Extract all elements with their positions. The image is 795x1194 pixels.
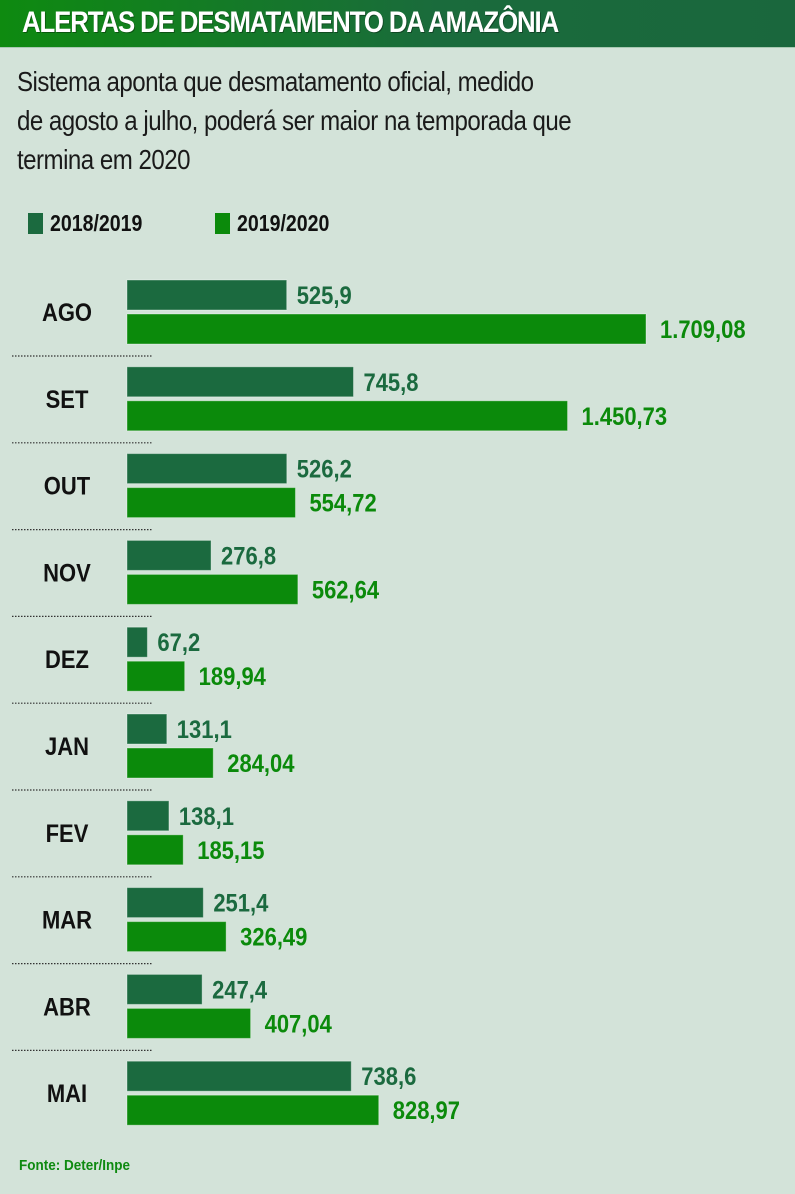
category-label-mai: MAI: [47, 1080, 87, 1108]
value-label-dez-2019-2020: 189,94: [199, 663, 266, 691]
bar-mar-2018-2019: [126, 887, 204, 919]
bar-jan-2018-2019: [126, 713, 168, 745]
value-label-set-2018-2019: 745,8: [363, 369, 418, 397]
source-note: Fonte: Deter/Inpe: [19, 1157, 131, 1174]
category-label-set: SET: [46, 386, 89, 414]
category-label-dez: DEZ: [45, 646, 89, 674]
category-label-jan: JAN: [45, 733, 89, 761]
value-label-mai-2018-2019: 738,6: [361, 1063, 416, 1091]
value-label-ago-2019-2020: 1.709,08: [660, 316, 746, 344]
subtitle-line: de agosto a julho, poderá ser maior na t…: [17, 105, 572, 136]
header-banner: ALERTAS DE DESMATAMENTO DA AMAZÔNIA: [0, 0, 795, 48]
value-label-mai-2019-2020: 828,97: [393, 1097, 460, 1125]
bar-mai-2018-2019: [126, 1060, 352, 1092]
category-label-out: OUT: [44, 472, 91, 500]
category-label-nov: NOV: [43, 559, 91, 587]
value-label-dez-2018-2019: 67,2: [157, 629, 200, 657]
bar-abr-2019-2020: [126, 1007, 252, 1039]
value-label-abr-2018-2019: 247,4: [212, 976, 267, 1004]
bar-mai-2019-2020: [126, 1094, 380, 1126]
category-label-ago: AGO: [42, 299, 92, 327]
chart-subtitle: Sistema aponta que desmatamento oficial,…: [17, 62, 777, 179]
value-label-nov-2018-2019: 276,8: [221, 542, 276, 570]
value-label-set-2019-2020: 1.450,73: [582, 403, 668, 431]
value-label-abr-2019-2020: 407,04: [265, 1010, 332, 1038]
value-label-jan-2018-2019: 131,1: [177, 716, 232, 744]
value-label-mar-2018-2019: 251,4: [213, 889, 268, 917]
value-label-nov-2019-2020: 562,64: [312, 576, 379, 604]
value-label-out-2019-2020: 554,72: [309, 489, 376, 517]
bar-dez-2019-2020: [126, 660, 186, 692]
legend-swatch-2019-2020: [215, 213, 230, 234]
value-label-fev-2018-2019: 138,1: [179, 803, 234, 831]
bar-nov-2018-2019: [126, 539, 212, 571]
bar-fev-2019-2020: [126, 834, 184, 866]
bar-mar-2019-2020: [126, 921, 227, 953]
bar-set-2018-2019: [126, 366, 354, 398]
bar-ago-2018-2019: [126, 279, 288, 311]
category-label-fev: FEV: [46, 820, 89, 848]
subtitle-line: Sistema aponta que desmatamento oficial,…: [17, 66, 534, 97]
subtitle-line: termina em 2020: [17, 144, 190, 175]
bar-ago-2019-2020: [126, 313, 647, 345]
value-label-ago-2018-2019: 525,9: [297, 282, 352, 310]
value-label-mar-2019-2020: 326,49: [240, 923, 307, 951]
value-label-fev-2019-2020: 185,15: [197, 837, 264, 865]
value-label-jan-2019-2020: 284,04: [227, 750, 294, 778]
bar-dez-2018-2019: [126, 626, 148, 658]
category-label-mar: MAR: [42, 906, 92, 934]
legend-label-2019-2020: 2019/2020: [237, 210, 330, 236]
category-label-abr: ABR: [43, 993, 91, 1021]
bar-out-2019-2020: [126, 487, 296, 519]
legend-swatch-2018-2019: [28, 213, 43, 234]
bar-jan-2019-2020: [126, 747, 214, 779]
bar-nov-2019-2020: [126, 573, 299, 605]
bar-fev-2018-2019: [126, 800, 170, 832]
bar-out-2018-2019: [126, 453, 288, 485]
value-label-out-2018-2019: 526,2: [297, 455, 352, 483]
chart-title: ALERTAS DE DESMATAMENTO DA AMAZÔNIA: [22, 6, 559, 39]
legend-label-2018-2019: 2018/2019: [50, 210, 143, 236]
bar-abr-2018-2019: [126, 973, 203, 1005]
bar-set-2019-2020: [126, 400, 569, 432]
